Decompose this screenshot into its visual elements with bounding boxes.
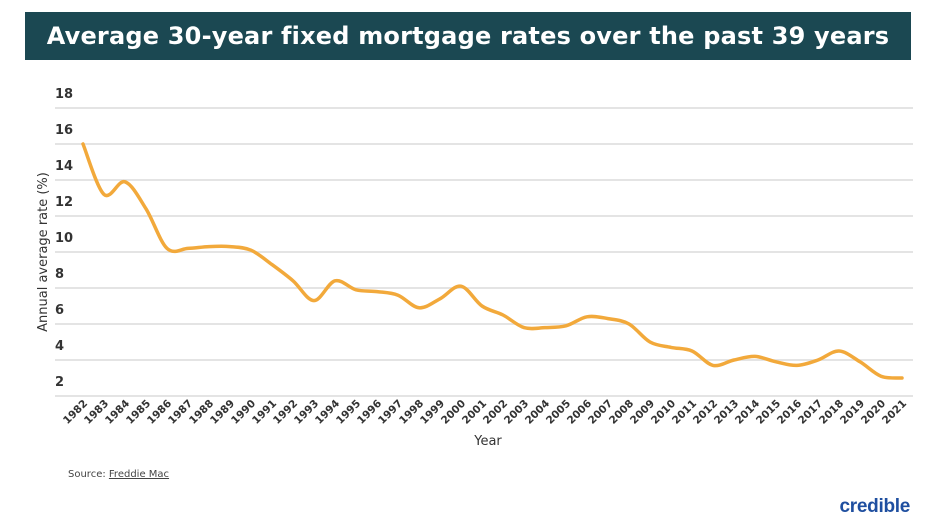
y-axis-label: Annual average rate (%)	[36, 172, 51, 332]
credible-logo: credible	[839, 496, 911, 517]
y-tick-label: 2	[55, 375, 64, 390]
y-tick-label: 16	[55, 123, 73, 138]
y-tick-label: 10	[55, 231, 73, 246]
y-tick-label: 12	[55, 195, 73, 210]
line-chart: 2468101214161819821983198419851986198719…	[36, 87, 913, 449]
x-axis-label: Year	[473, 434, 502, 449]
y-tick-label: 18	[55, 87, 73, 102]
y-tick-label: 4	[55, 339, 64, 354]
y-tick-label: 8	[55, 267, 64, 282]
rate-series-line	[81, 142, 904, 380]
y-tick-label: 14	[55, 159, 73, 174]
source-link[interactable]: Freddie Mac	[108, 469, 170, 480]
title-banner: Average 30-year fixed mortgage rates ove…	[25, 12, 911, 60]
y-tick-label: 6	[55, 303, 64, 318]
source-label: Source:	[68, 469, 106, 480]
chart-title: Average 30-year fixed mortgage rates ove…	[46, 22, 890, 50]
x-tick-label: 2021	[880, 398, 909, 427]
source-note: Source: Freddie Mac	[68, 469, 169, 480]
